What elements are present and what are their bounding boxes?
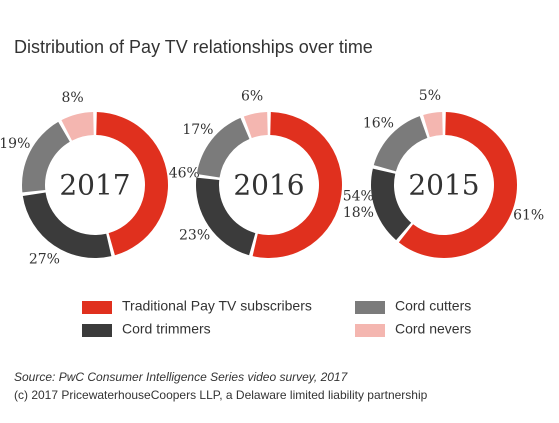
value-label: 19% (0, 136, 30, 152)
donut-segment (371, 168, 412, 241)
legend-swatch (355, 301, 385, 314)
donut-segment (22, 192, 112, 258)
value-label: 54% (343, 188, 374, 204)
donut-segment (195, 177, 256, 256)
value-label: 17% (182, 122, 213, 138)
donut-segment (373, 116, 428, 172)
legend-swatch (82, 301, 112, 314)
donut-segment (398, 112, 517, 258)
chart-title: Distribution of Pay TV relationships ove… (14, 37, 373, 57)
value-label: 5% (419, 88, 441, 104)
legend-swatch (355, 324, 385, 337)
legend-label: Cord nevers (395, 321, 471, 337)
legend-label: Cord trimmers (122, 321, 211, 337)
value-label: 6% (241, 89, 263, 105)
copyright-note: (c) 2017 PricewaterhouseCoopers LLP, a D… (14, 388, 428, 402)
center-label: 2015 (408, 169, 479, 202)
center-label: 2017 (59, 169, 130, 202)
donut-segment (196, 117, 250, 178)
donut-segment (21, 121, 70, 193)
value-label: 61% (513, 207, 544, 223)
donut-segment (243, 112, 268, 139)
value-label: 16% (363, 115, 394, 131)
legend-label: Traditional Pay TV subscribers (122, 298, 312, 314)
donut-segment (96, 112, 169, 256)
legend-label: Cord cutters (395, 298, 471, 314)
value-label: 46% (169, 166, 200, 182)
value-label: 18% (343, 205, 374, 221)
source-note: Source: PwC Consumer Intelligence Series… (14, 370, 349, 384)
donut-segment (423, 112, 443, 138)
value-label: 27% (29, 251, 60, 267)
value-label: 23% (179, 228, 210, 244)
legend-swatch (82, 324, 112, 337)
value-label: 8% (62, 90, 84, 106)
donut-segment (252, 112, 343, 258)
center-label: 2016 (233, 169, 304, 202)
donut-segment (61, 112, 94, 141)
